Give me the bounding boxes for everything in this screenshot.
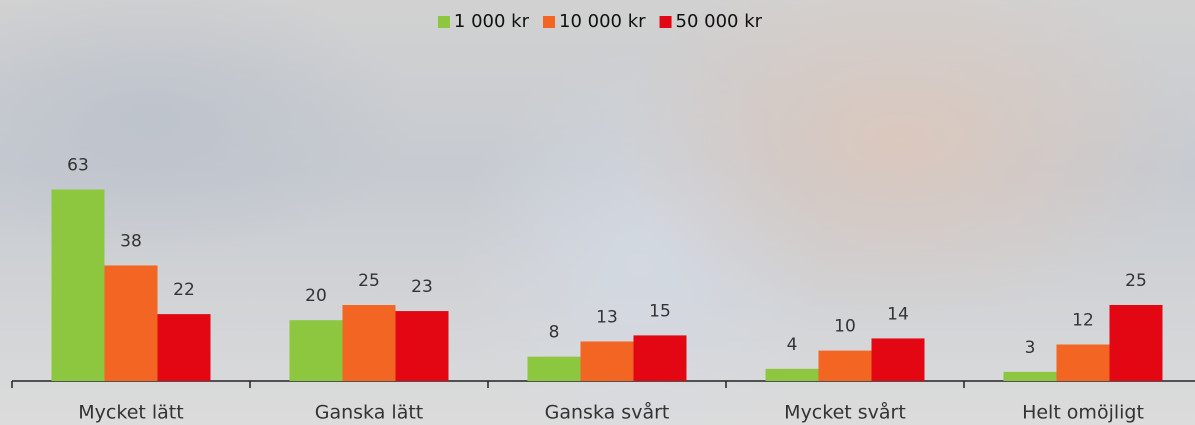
bar — [872, 338, 925, 381]
data-label: 15 — [649, 301, 671, 321]
data-label: 4 — [787, 335, 798, 355]
bar — [105, 265, 158, 381]
x-tick-label: Ganska svårt — [545, 401, 670, 424]
legend-label: 10 000 kr — [559, 11, 646, 32]
chart-container: Mycket lätt633822Ganska lätt202523Ganska… — [0, 0, 1195, 425]
bar — [52, 189, 105, 381]
bar — [1110, 305, 1163, 381]
data-label: 22 — [173, 280, 195, 300]
x-tick-label: Mycket svårt — [784, 401, 906, 424]
bar — [819, 351, 872, 381]
x-tick-label: Ganska lätt — [315, 402, 423, 424]
data-label: 63 — [67, 155, 89, 175]
data-label: 8 — [549, 323, 560, 343]
legend-label: 1 000 kr — [454, 11, 530, 32]
bar — [1057, 345, 1110, 381]
data-label: 38 — [120, 231, 142, 251]
bar — [1004, 372, 1057, 381]
bar — [528, 357, 581, 381]
chart: Mycket lätt633822Ganska lätt202523Ganska… — [0, 0, 1195, 425]
bar — [290, 320, 343, 381]
legend-swatch — [660, 16, 672, 28]
data-label: 23 — [411, 277, 433, 297]
data-label: 25 — [1125, 271, 1147, 291]
legend-swatch — [438, 16, 450, 28]
data-label: 10 — [834, 317, 856, 337]
legend-swatch — [543, 16, 555, 28]
bar — [634, 335, 687, 381]
data-label: 3 — [1025, 338, 1036, 358]
data-label: 13 — [596, 307, 618, 327]
x-tick-label: Helt omöjligt — [1022, 402, 1144, 424]
data-label: 14 — [887, 304, 909, 324]
x-tick-label: Mycket lätt — [78, 402, 183, 424]
data-label: 20 — [305, 286, 327, 306]
bar — [343, 305, 396, 381]
bar — [581, 341, 634, 381]
data-label: 25 — [358, 271, 380, 291]
bar — [396, 311, 449, 381]
bar — [158, 314, 211, 381]
bar — [766, 369, 819, 381]
legend-label: 50 000 kr — [676, 11, 763, 32]
data-label: 12 — [1072, 311, 1094, 331]
